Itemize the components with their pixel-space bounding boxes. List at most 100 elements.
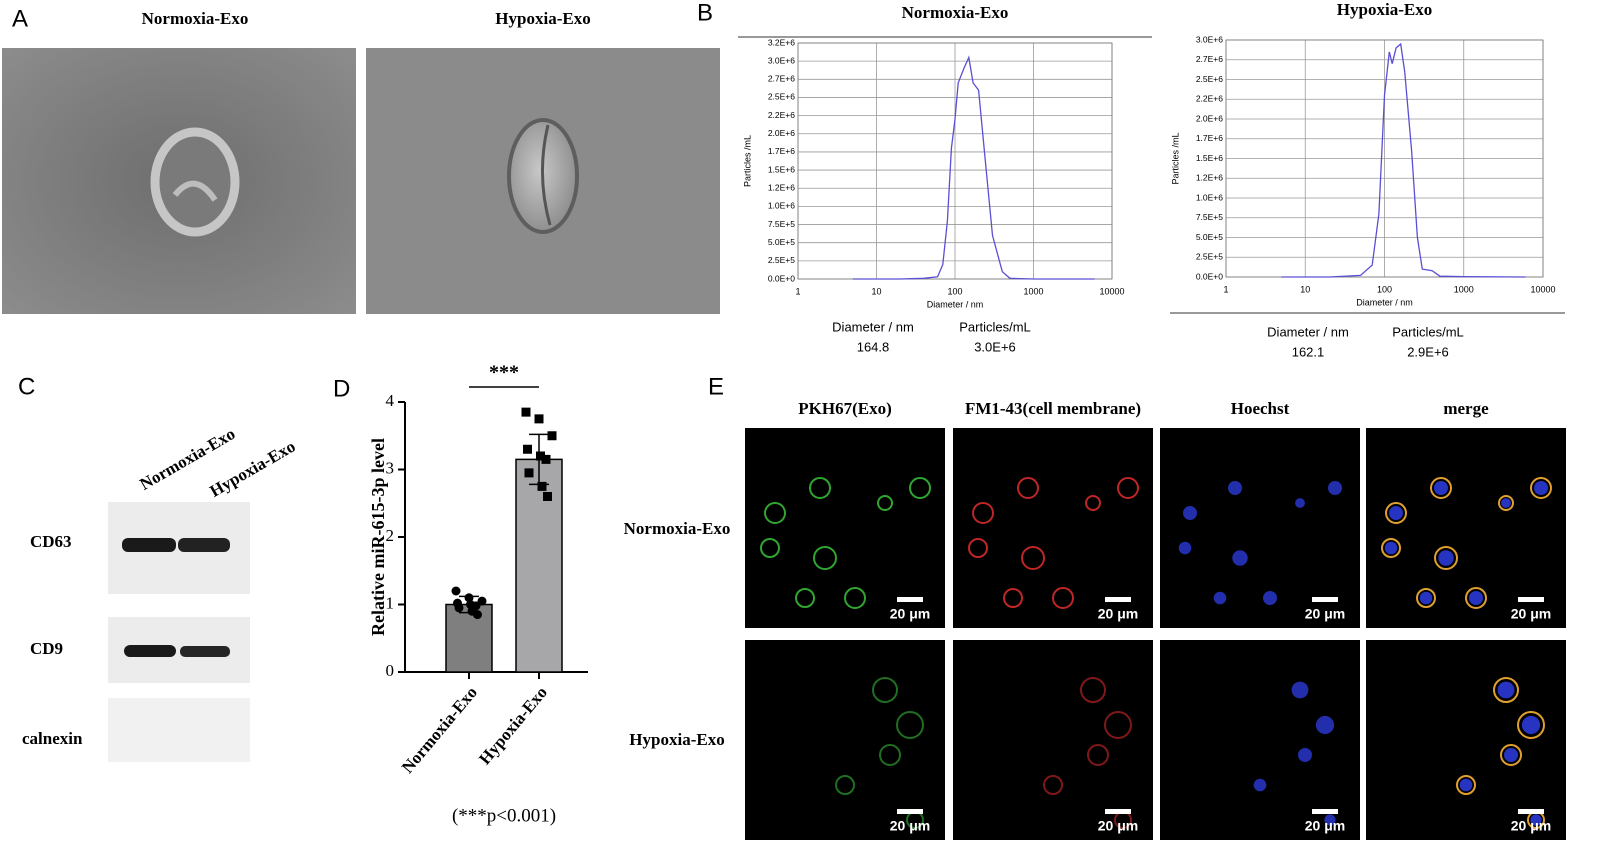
cell (1052, 587, 1074, 609)
significance-mark: *** (489, 362, 519, 384)
y-tick-label: 2.7E+6 (768, 74, 795, 84)
column-header: PKH67(Exo) (798, 399, 892, 418)
data-point (451, 586, 461, 596)
plot-frame (1225, 39, 1544, 278)
y-tick-label: 0 (386, 661, 395, 680)
panel-label: D (333, 375, 350, 402)
x-tick-label: 1000 (1023, 286, 1043, 296)
cell (1517, 711, 1545, 739)
cell (764, 502, 786, 524)
x-tick-label: 10000 (1530, 284, 1555, 294)
cell (1434, 546, 1458, 570)
data-point (541, 454, 551, 464)
scale-bar (1312, 809, 1338, 814)
note: (***p<0.001) (452, 805, 556, 826)
data-point (524, 468, 534, 478)
nucleus (1389, 506, 1403, 520)
cell (1080, 677, 1106, 703)
cell (795, 588, 815, 608)
y-tick-label: 2.5E+6 (768, 92, 795, 102)
cell (1117, 477, 1139, 499)
y-tick-label: 0.0E+0 (768, 273, 795, 283)
y-tick-label: 7.5E+5 (768, 219, 795, 229)
y-tick-label: 1.2E+6 (768, 182, 795, 192)
scale-bar (1518, 809, 1544, 814)
nucleus (1183, 506, 1197, 520)
scale-bar (1105, 597, 1131, 602)
data-point (537, 481, 547, 491)
data-point (543, 492, 552, 501)
image-title: Hypoxia-Exo (495, 9, 590, 28)
y-axis-label: Relative miR-615-3p level (368, 438, 388, 636)
cell (877, 495, 893, 511)
marker-label: CD63 (30, 532, 72, 551)
nucleus (1497, 681, 1515, 699)
scale-bar-label: 20 μm (1098, 606, 1138, 622)
data-point (473, 610, 482, 620)
y-tick-label: 1.5E+6 (1196, 153, 1223, 163)
cell (1087, 744, 1109, 766)
y-tick-label: 2.0E+6 (1196, 113, 1223, 123)
nucleus (1419, 591, 1433, 605)
data-line (852, 55, 1095, 280)
scale-bar-label: 20 μm (890, 606, 930, 622)
nucleus (1521, 715, 1541, 735)
data-point (536, 451, 545, 461)
nucleus (1438, 550, 1454, 566)
scale-bar-label: 20 μm (1511, 606, 1551, 622)
data-point (521, 407, 531, 417)
x-tick-label: 1 (795, 286, 800, 296)
stat-header: Particles/mL (959, 319, 1031, 334)
y-tick-label: 2.5E+5 (1196, 252, 1223, 262)
nucleus (1324, 814, 1336, 826)
nucleus (1384, 541, 1398, 555)
fluorescence-image (1160, 428, 1360, 628)
cell (1381, 538, 1401, 558)
nucleus (1295, 498, 1305, 508)
x-tick-label: 1 (1223, 284, 1228, 294)
y-tick-label: 2 (386, 526, 395, 545)
x-tick-label: 100 (947, 286, 962, 296)
chart-title: Normoxia-Exo (902, 3, 1009, 22)
nucleus (1501, 498, 1511, 508)
nucleus (1469, 591, 1483, 605)
blot-band (122, 538, 176, 552)
nucleus (1298, 748, 1312, 762)
row-label: Normoxia-Exo (624, 519, 731, 538)
y-tick-label: 2.2E+6 (768, 110, 795, 120)
cell (835, 775, 855, 795)
x-axis-label: Diameter / nm (1356, 297, 1413, 307)
scale-bar (1105, 809, 1131, 814)
column-header: FM1-43(cell membrane) (965, 399, 1141, 418)
data-point (464, 593, 474, 603)
nucleus (1178, 541, 1192, 555)
nucleus (1434, 481, 1448, 495)
scale-bar (1518, 597, 1544, 602)
scale-bar (897, 597, 923, 602)
cell (1017, 477, 1039, 499)
nucleus (1232, 550, 1248, 566)
x-tick-label: Hypoxia-Exo (475, 683, 551, 768)
cell (896, 711, 924, 739)
y-tick-label: 2.5E+5 (768, 255, 795, 265)
bar (515, 458, 563, 673)
scale-bar-label: 20 μm (1305, 606, 1345, 622)
cell (1500, 744, 1522, 766)
y-tick-label: 1 (386, 593, 395, 612)
nucleus (1263, 591, 1277, 605)
marker-label: CD9 (30, 639, 63, 658)
data-line (1281, 42, 1526, 278)
y-tick-label: 5.0E+5 (768, 237, 795, 247)
nucleus (1315, 715, 1335, 735)
x-tick-label: 10 (871, 286, 881, 296)
nucleus (1459, 778, 1473, 792)
nucleus (1504, 748, 1518, 762)
fluorescence-image (1160, 640, 1360, 840)
bar (445, 603, 493, 673)
data-point (547, 431, 557, 441)
vesicle-fold (540, 124, 552, 226)
y-tick-label: 1.2E+6 (1196, 173, 1223, 183)
fluorescence-image (745, 640, 945, 840)
y-tick-label: 1.7E+6 (768, 146, 795, 156)
scale-bar (1312, 597, 1338, 602)
